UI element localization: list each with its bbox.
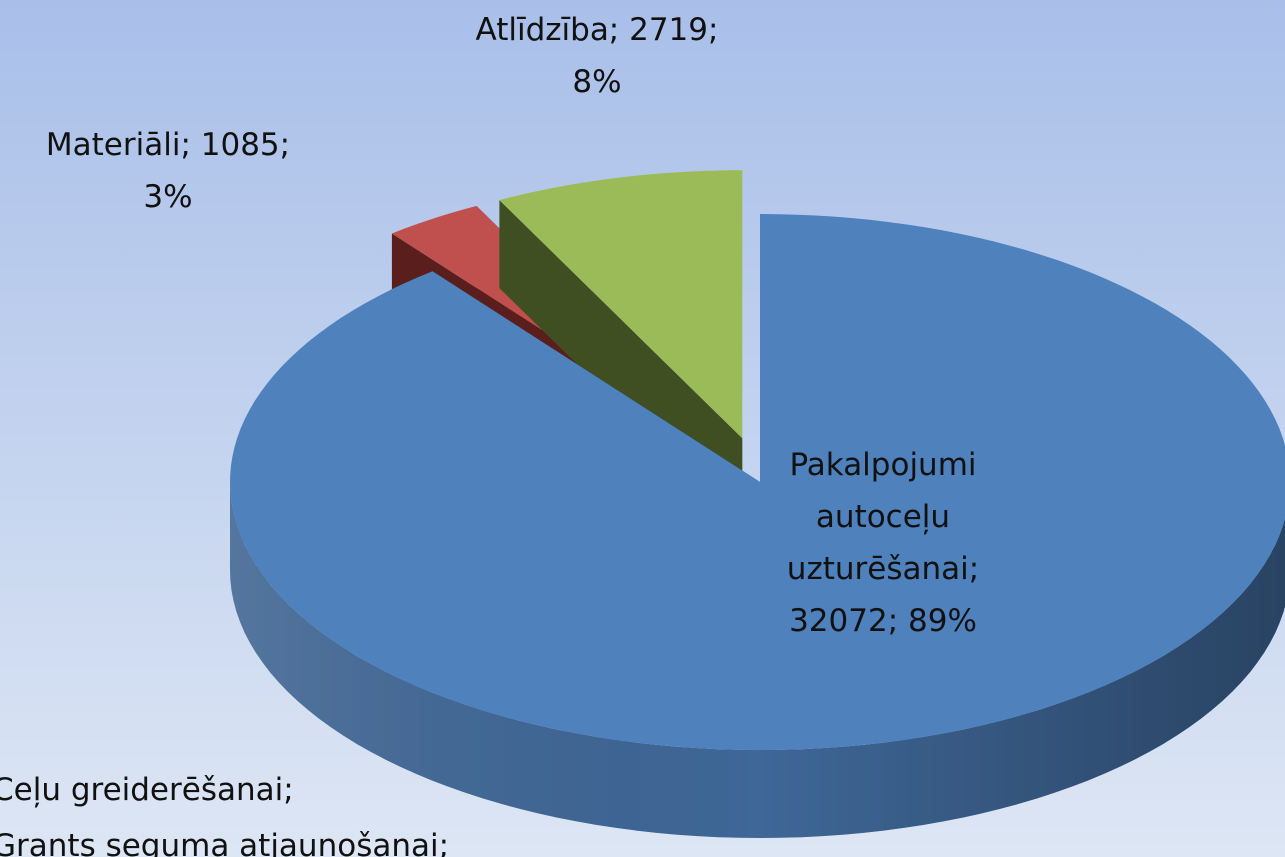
data-label: 3% xyxy=(143,179,192,215)
slice-top xyxy=(499,170,743,439)
labels: Pakalpojumi autoceļu uzturēšanai; 32072; 89… xyxy=(46,12,979,639)
data-label: Pakalpojumi xyxy=(789,447,976,483)
slice xyxy=(230,214,1285,838)
slice-side-shade xyxy=(230,482,1285,838)
data-label: Materiāli; 1085; xyxy=(46,127,290,163)
data-label: Atlīdzība; 2719; xyxy=(476,12,719,48)
data-label: autoceļu xyxy=(816,499,950,535)
note: Grants seguma atjaunošanai; xyxy=(0,828,449,857)
slice-top xyxy=(230,214,1285,750)
data-label: uzturēšanai; xyxy=(787,551,979,587)
data-label: 32072; 89% xyxy=(789,603,977,639)
slice-side-dark xyxy=(230,482,1285,838)
note: Ceļu greiderēšanai; xyxy=(0,772,294,808)
data-label: 8% xyxy=(572,64,621,100)
pie xyxy=(230,170,1285,838)
